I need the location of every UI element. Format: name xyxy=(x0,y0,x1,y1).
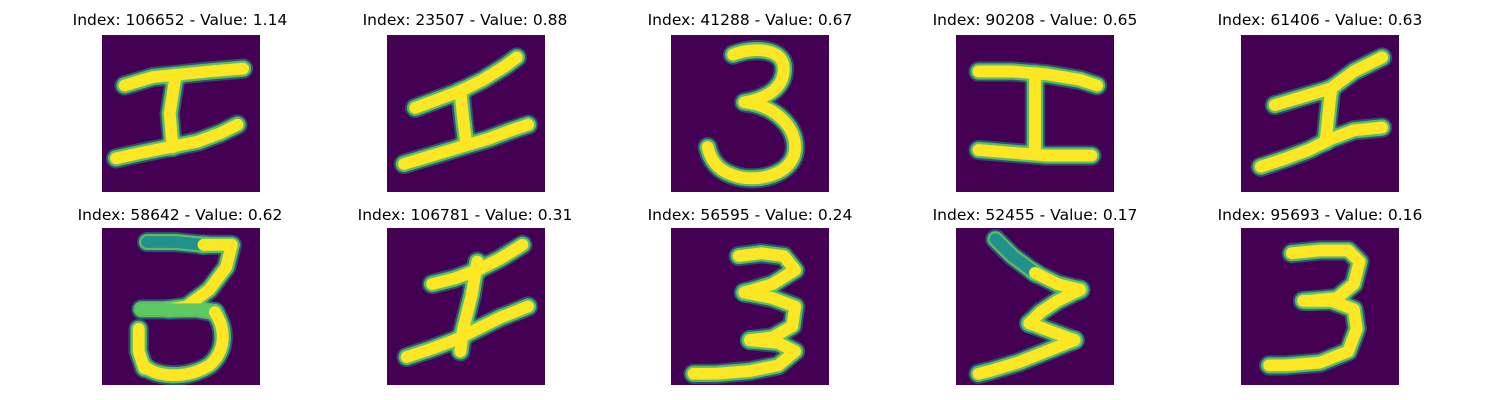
panel-title: Index: 56595 - Value: 0.24 xyxy=(647,206,853,224)
digit-image xyxy=(102,35,260,192)
digit-panel-10: Index: 95693 - Value: 0.16 xyxy=(1170,200,1470,400)
panel-title: Index: 61406 - Value: 0.63 xyxy=(1217,11,1423,29)
digit-panel-3: Index: 41288 - Value: 0.67 xyxy=(600,0,900,200)
panel-title: Index: 52455 - Value: 0.17 xyxy=(932,206,1138,224)
digit-image xyxy=(1241,35,1399,192)
digit-image xyxy=(956,228,1114,385)
digit-image xyxy=(387,228,545,385)
digit-panel-8: Index: 56595 - Value: 0.24 xyxy=(600,200,900,400)
digit-image xyxy=(671,228,829,385)
digit-panel-9: Index: 52455 - Value: 0.17 xyxy=(885,200,1185,400)
digit-image xyxy=(102,228,260,385)
digit-image xyxy=(1241,228,1399,385)
digit-panel-4: Index: 90208 - Value: 0.65 xyxy=(885,0,1185,200)
panel-title: Index: 90208 - Value: 0.65 xyxy=(932,11,1138,29)
panel-title: Index: 106652 - Value: 1.14 xyxy=(72,11,288,29)
digit-panel-2: Index: 23507 - Value: 0.88 xyxy=(315,0,615,200)
panel-title: Index: 23507 - Value: 0.88 xyxy=(362,11,568,29)
digit-panel-1: Index: 106652 - Value: 1.14 xyxy=(30,0,330,200)
digit-image xyxy=(671,35,829,192)
digit-panel-7: Index: 106781 - Value: 0.31 xyxy=(315,200,615,400)
digit-image xyxy=(956,35,1114,192)
panel-title: Index: 41288 - Value: 0.67 xyxy=(647,11,853,29)
digit-panel-6: Index: 58642 - Value: 0.62 xyxy=(30,200,330,400)
digit-image xyxy=(387,35,545,192)
digit-panel-5: Index: 61406 - Value: 0.63 xyxy=(1170,0,1470,200)
panel-title: Index: 58642 - Value: 0.62 xyxy=(77,206,283,224)
panel-title: Index: 106781 - Value: 0.31 xyxy=(357,206,573,224)
panel-title: Index: 95693 - Value: 0.16 xyxy=(1217,206,1423,224)
